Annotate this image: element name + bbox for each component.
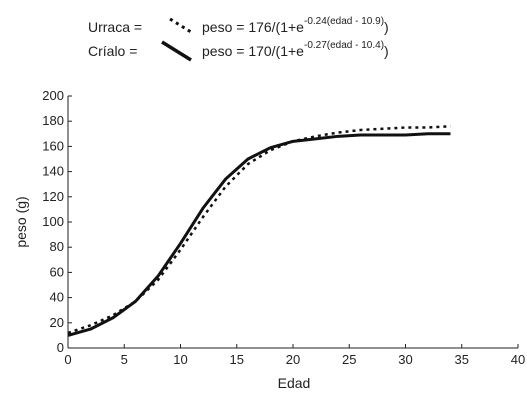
x-tick-label: 30 [398, 352, 412, 367]
legend-swatch-crialo [161, 40, 192, 62]
x-axis-ticks: 0 5 10 15 20 25 30 35 40 [64, 344, 525, 367]
y-tick-label: 180 [42, 113, 64, 128]
y-tick-label: 140 [42, 164, 64, 179]
series-line-crialo [67, 132, 451, 337]
y-tick-label: 0 [57, 340, 64, 355]
y-tick-label: 200 [42, 88, 64, 103]
x-tick-label: 35 [455, 352, 469, 367]
x-tick-label: 0 [64, 352, 71, 367]
legend-entry-urraca: Urraca = peso = 176/(1+e-0.24(edad - 10.… [88, 16, 389, 35]
legend-equation-crialo: peso = 170/(1+e-0.27(edad - 10.4)) [202, 40, 389, 59]
y-tick-label: 80 [50, 239, 64, 254]
y-tick-label: 60 [50, 264, 64, 279]
legend-label-crialo: Críalo = [88, 43, 137, 59]
legend-entry-crialo: Críalo = peso = 170/(1+e-0.27(edad - 10.… [88, 40, 389, 62]
y-axis-title: peso (g) [13, 196, 29, 247]
y-tick-label: 20 [50, 315, 64, 330]
y-tick-label: 120 [42, 189, 64, 204]
y-tick-label: 160 [42, 138, 64, 153]
series-layer [67, 124, 451, 337]
x-tick-label: 20 [286, 352, 300, 367]
legend-label-urraca: Urraca = [88, 19, 142, 35]
y-axis-ticks: 0 20 40 60 80 100 120 140 160 180 200 [42, 88, 72, 355]
x-tick-label: 40 [511, 352, 525, 367]
legend: Urraca = peso = 176/(1+e-0.24(edad - 10.… [88, 16, 389, 62]
series-line-urraca [67, 124, 451, 335]
x-tick-label: 25 [342, 352, 356, 367]
x-tick-label: 10 [173, 352, 187, 367]
x-axis-title: Edad [278, 375, 311, 391]
x-tick-label: 5 [121, 352, 128, 367]
axes: 0 5 10 15 20 25 30 35 40 0 20 40 60 80 100 120 140 160 18… [42, 88, 525, 367]
legend-equation-urraca: peso = 176/(1+e-0.24(edad - 10.9)) [202, 16, 389, 35]
x-tick-label: 15 [230, 352, 244, 367]
y-tick-label: 40 [50, 290, 64, 305]
y-tick-label: 100 [42, 214, 64, 229]
legend-swatch-urraca [169, 17, 192, 34]
